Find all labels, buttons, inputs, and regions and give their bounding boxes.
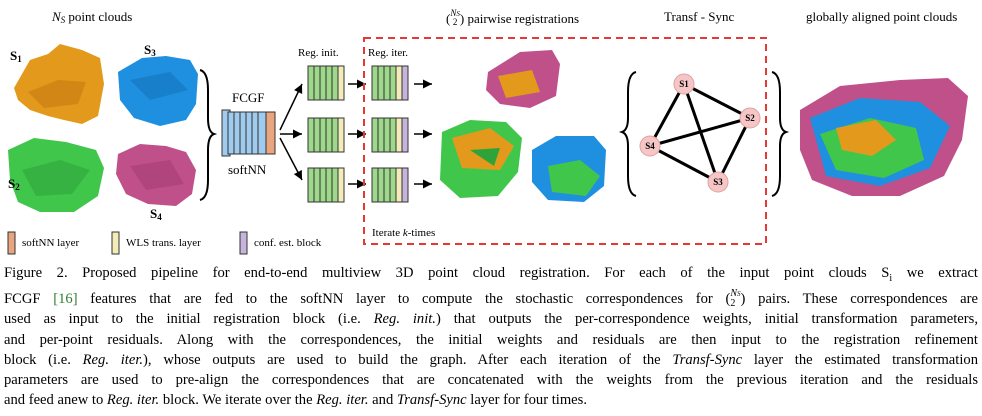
input-point-cloud-s3 bbox=[118, 56, 198, 126]
caption-line-4: and per-point residuals. Along with the … bbox=[4, 331, 978, 348]
scan-label-s2: S2 bbox=[8, 176, 20, 192]
sync-graph-nodes bbox=[639, 73, 761, 193]
global-header: globally aligned point clouds bbox=[806, 9, 958, 24]
legend-wls-label: WLS trans. layer bbox=[126, 237, 201, 249]
pipeline-diagram: S1 S2 S3 S4 bbox=[7, 37, 968, 255]
caption-line-3: used as input to the initial registratio… bbox=[4, 311, 978, 328]
graph-node-s3 bbox=[707, 171, 729, 193]
input-point-cloud-s4 bbox=[116, 144, 196, 206]
iteration-frame bbox=[363, 37, 767, 245]
reg-init-block-1 bbox=[307, 65, 345, 101]
legend-conf-swatch bbox=[239, 231, 248, 255]
reg-iter-block-3 bbox=[371, 167, 409, 203]
legend-wls-swatch bbox=[111, 231, 120, 255]
scan-label-s3: S3 bbox=[144, 42, 156, 58]
legend-conf-label: conf. est. block bbox=[254, 237, 322, 249]
scan-label-s4: S4 bbox=[150, 206, 162, 222]
pairwise-result-2 bbox=[440, 120, 522, 198]
pairwise-result-1 bbox=[486, 50, 560, 108]
softnn-label: softNN bbox=[228, 162, 267, 177]
pairwise-header: (NS 2) pairwise registrations bbox=[446, 8, 580, 27]
pipeline-figure: S1 S2 S3 S4 NS point clouds (NS 2) pairwi… bbox=[7, 8, 968, 255]
pairwise-result-3 bbox=[532, 136, 606, 202]
caption-line-2: FCGF [16] features that are fed to the s… bbox=[4, 288, 978, 310]
legend-softnn-label: softNN layer bbox=[22, 237, 80, 249]
softnn-layer-block bbox=[265, 111, 276, 155]
reg-iter-block-2 bbox=[371, 117, 409, 153]
reg-iter-block-1 bbox=[371, 65, 409, 101]
graph-brace-right bbox=[771, 71, 790, 197]
caption-line-1: Figure 2. Proposed pipeline for end-to-e… bbox=[4, 265, 978, 284]
legend-softnn-swatch bbox=[7, 231, 16, 255]
global-aligned-cloud bbox=[800, 78, 968, 196]
reg-init-block-3 bbox=[307, 167, 345, 203]
reg-init-label: Reg. init. bbox=[298, 47, 339, 59]
fcgf-label: FCGF bbox=[232, 90, 265, 105]
fcgf-network bbox=[221, 109, 276, 157]
caption-line-7: and feed anew to Reg. iter. block. We it… bbox=[4, 392, 587, 409]
reg-init-block-2 bbox=[307, 117, 345, 153]
figure-caption: Figure 2. Proposed pipeline for end-to-e… bbox=[4, 263, 978, 410]
graph-node-label-s1: S1 bbox=[679, 79, 689, 89]
input-point-cloud-s1 bbox=[14, 44, 104, 124]
graph-node-s2 bbox=[739, 107, 761, 129]
input-brace bbox=[199, 69, 218, 201]
graph-node-s1 bbox=[673, 73, 695, 95]
caption-line-5: block (i.e. Reg. iter.), whose outputs a… bbox=[4, 351, 978, 368]
graph-node-label-s4: S4 bbox=[645, 141, 655, 151]
transf-sync-header: Transf - Sync bbox=[664, 9, 735, 24]
graph-brace-left bbox=[618, 71, 637, 197]
input-point-cloud-s2 bbox=[8, 138, 104, 212]
graph-node-label-s2: S2 bbox=[745, 113, 755, 123]
scan-label-s1: S1 bbox=[10, 48, 22, 64]
iterate-label: Iterate k-times bbox=[372, 227, 436, 239]
point-clouds-header: NS point clouds bbox=[52, 9, 133, 25]
sync-graph-edges bbox=[648, 82, 752, 184]
reg-iter-label: Reg. iter. bbox=[368, 47, 409, 59]
graph-node-s4 bbox=[639, 135, 661, 157]
citation-link[interactable]: [16] bbox=[53, 291, 78, 308]
caption-line-6: parameters are used to pre-align the cor… bbox=[4, 371, 978, 388]
graph-node-label-s3: S3 bbox=[713, 177, 723, 187]
